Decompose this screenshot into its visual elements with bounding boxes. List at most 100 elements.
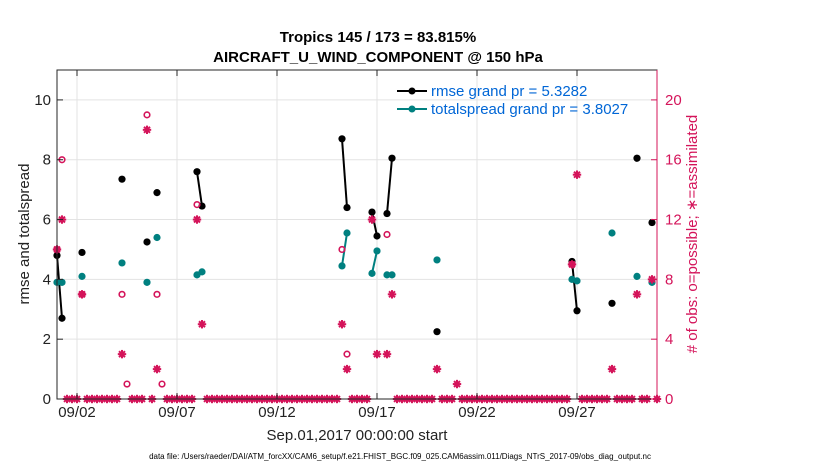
legend: rmse grand pr = 5.3282 totalspread grand… — [397, 83, 628, 118]
spread-point — [433, 256, 441, 264]
obs-assimilated-marker — [342, 364, 352, 374]
obs-assimilated-marker — [197, 320, 207, 329]
rmse-point — [153, 189, 161, 197]
x-tick-label: 09/07 — [158, 404, 196, 421]
obs-star-stroke — [78, 290, 86, 298]
obs-assimilated-marker — [387, 290, 397, 299]
x-tick-label: 09/12 — [258, 404, 296, 421]
obs-star-stroke — [193, 215, 201, 224]
obs-possible-marker — [383, 230, 391, 239]
footer-data-file: data file: /Users/raeder/DAI/ATM_forcXX/… — [149, 452, 651, 461]
rmse-line — [341, 138, 348, 208]
obs-possible-marker — [158, 380, 166, 388]
obs-assimilated-marker — [152, 364, 162, 374]
obs-assimilated-marker — [337, 320, 347, 329]
chart-title-line2: AIRCRAFT_U_WIND_COMPONENT @ 150 hPa — [213, 49, 543, 66]
y-left-tick-label: 6 — [43, 212, 51, 229]
rmse-point — [373, 232, 381, 240]
rmse-line — [571, 261, 578, 311]
x-tick-label: 09/02 — [58, 404, 96, 421]
data-lines — [56, 138, 578, 319]
obs-possible-marker — [118, 290, 126, 298]
obs-star-stroke — [373, 350, 381, 358]
obs-assimilated-marker — [367, 215, 377, 224]
obs-star-stroke — [573, 171, 581, 179]
y-right-axis-ticks: 0 4 8 12 16 20 — [651, 70, 682, 408]
y-right-tick-label: 20 — [665, 92, 682, 109]
obs-assimilated-marker — [372, 349, 382, 359]
y-right-axis-label: # of obs: o=possible; ∗=assimilated — [684, 115, 701, 354]
spread-point — [608, 229, 616, 237]
obs-possible-marker — [153, 290, 161, 298]
obs-star-stroke — [118, 350, 126, 358]
y-right-tick-label: 16 — [665, 152, 682, 169]
obs-star-stroke — [608, 365, 616, 373]
rmse-point — [78, 248, 86, 257]
obs-star-stroke — [633, 290, 641, 298]
rmse-point — [633, 154, 641, 162]
spread-point — [573, 277, 581, 285]
obs-star-stroke — [368, 215, 376, 224]
rmse-point — [368, 208, 376, 216]
data-markers — [53, 135, 656, 336]
obs-assimilated-marker — [607, 364, 617, 374]
legend-spread-marker — [408, 105, 416, 113]
rmse-point — [143, 238, 151, 246]
rmse-point — [608, 299, 616, 307]
y-left-tick-label: 0 — [43, 391, 51, 408]
spread-point — [58, 278, 66, 286]
grid — [57, 70, 657, 399]
rmse-point — [338, 135, 346, 143]
spread-line — [371, 250, 378, 274]
x-axis-ticks: 09/02 09/07 09/12 09/17 09/22 09/27 — [58, 70, 596, 421]
rmse-line — [56, 255, 63, 319]
obs-assimilated-marker — [117, 349, 127, 359]
obs-possible-marker — [193, 200, 201, 209]
obs-star-stroke — [153, 365, 161, 373]
rmse-point — [433, 328, 441, 336]
x-tick-label: 09/27 — [558, 404, 596, 421]
obs-star-stroke — [433, 365, 441, 373]
rmse-line — [386, 158, 393, 214]
legend-rmse-marker — [408, 87, 416, 95]
obs-star-stroke — [338, 320, 346, 328]
obs-star-stroke — [453, 380, 461, 388]
rmse-point — [388, 154, 396, 162]
obs-star-stroke — [388, 290, 396, 298]
rmse-point — [648, 218, 656, 227]
obs-assimilated-marker — [567, 260, 577, 269]
rmse-point — [118, 175, 126, 183]
obs-count-markers — [52, 111, 662, 404]
x-axis-label: Sep.01,2017 00:00:00 start — [267, 427, 449, 444]
obs-assimilated-marker — [382, 349, 392, 359]
y-left-axis-ticks: 0 2 4 6 8 10 — [34, 92, 63, 408]
spread-point — [118, 259, 126, 267]
rmse-point — [573, 307, 581, 315]
obs-star-stroke — [143, 126, 151, 134]
spread-point — [78, 272, 86, 280]
obs-star-stroke — [198, 320, 206, 328]
obs-possible-marker — [143, 111, 151, 119]
obs-possible-marker — [123, 380, 131, 388]
obs-assimilated-marker — [632, 290, 642, 299]
y-right-tick-label: 4 — [665, 331, 673, 348]
y-left-tick-label: 2 — [43, 331, 51, 348]
chart-title-line1: Tropics 145 / 173 = 83.815% — [280, 29, 476, 46]
y-right-tick-label: 0 — [665, 391, 673, 408]
y-right-tick-label: 8 — [665, 271, 673, 288]
rmse-point — [193, 168, 201, 176]
spread-point — [343, 229, 351, 237]
obs-star-stroke — [343, 365, 351, 373]
rmse-point — [343, 203, 351, 212]
rmse-point — [383, 209, 391, 218]
spread-point — [338, 262, 346, 270]
obs-possible-marker — [338, 245, 346, 254]
y-left-tick-label: 10 — [34, 92, 51, 109]
spread-point — [368, 269, 376, 277]
plot-frame — [56, 69, 658, 400]
spread-point — [198, 268, 206, 276]
spread-point — [143, 278, 151, 286]
obs-assimilated-marker — [432, 364, 442, 374]
obs-assimilated-marker — [572, 170, 582, 179]
